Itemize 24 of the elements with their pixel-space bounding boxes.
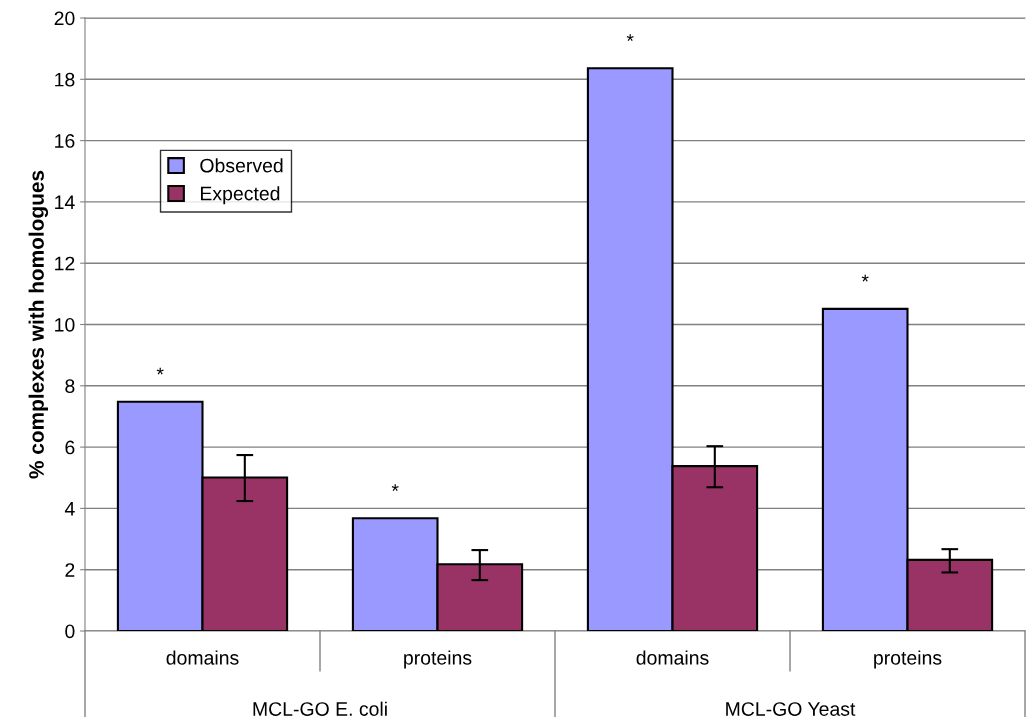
y-tick-label: 10 (55, 317, 75, 332)
y-tick-label: 2 (65, 563, 75, 577)
y-tick-label: 0 (65, 624, 75, 639)
data-label: * (861, 274, 869, 282)
y-tick-label: 6 (65, 440, 75, 455)
y-axis-title: % complexes with homologues (28, 170, 49, 479)
y-tick-label: 4 (64, 502, 75, 516)
data-label: * (391, 484, 399, 491)
x-tick-label: proteins (404, 650, 472, 669)
y-tick-label: 16 (55, 134, 75, 148)
legend-label: Observed (200, 158, 283, 173)
y-tick-label: 8 (65, 379, 75, 394)
x-tick-label: domains (636, 650, 709, 665)
y-tick-label: 12 (55, 256, 75, 271)
y-tick-label: 14 (55, 195, 75, 209)
data-label: * (156, 367, 164, 375)
text: MCL-GO Yeast (726, 702, 856, 716)
data-label: * (626, 34, 634, 42)
y-tick-label: 20 (54, 11, 75, 26)
x-tick-label: proteins (874, 650, 942, 669)
x-tick-label: domains (166, 650, 239, 665)
y-tick-label: 18 (55, 72, 75, 87)
text: MCL-GO E. coli (253, 701, 387, 716)
legend-label: Expected (201, 186, 280, 205)
